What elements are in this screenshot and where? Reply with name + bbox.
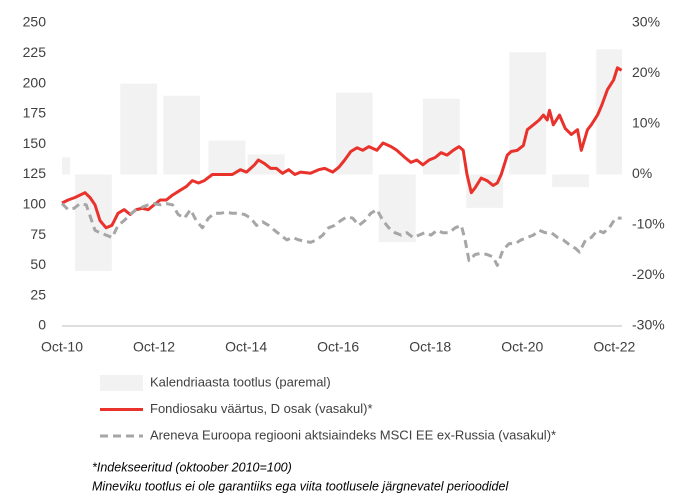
x-tick-label: Oct-22 (593, 339, 635, 355)
legend-swatch (100, 375, 143, 391)
legend-label: Fondiosaku väärtus, D osak (vasakul)* (150, 401, 373, 416)
line (61, 66, 623, 230)
y-tick-label: 250 (23, 14, 47, 30)
y2-tick-label: -10% (632, 216, 665, 232)
bar (378, 174, 416, 243)
line (60, 202, 622, 267)
y-tick-label: 200 (23, 74, 47, 90)
legend-label: Kalendriaasta tootlus (paremal) (150, 374, 331, 389)
y-tick-label: 25 (30, 286, 46, 302)
y2-tick-label: -30% (632, 317, 665, 333)
y-tick-label: 225 (23, 44, 47, 60)
x-tick-label: Oct-18 (409, 339, 451, 355)
bar (75, 174, 112, 271)
x-tick-label: Oct-12 (133, 339, 175, 355)
bar (120, 83, 158, 175)
bar (422, 98, 460, 175)
y-tick-label: 50 (30, 256, 46, 272)
bar (509, 52, 547, 175)
x-tick-label: Oct-20 (501, 339, 543, 355)
footnote: *Indekseeritud (oktoober 2010=100) (92, 460, 292, 474)
legend-label: Areneva Euroopa regiooni aktsiaindeks MS… (150, 427, 556, 442)
bar (552, 174, 590, 188)
y-tick-label: 175 (23, 105, 47, 121)
x-tick-label: Oct-14 (225, 339, 267, 355)
y-tick-label: 125 (23, 165, 47, 181)
y2-tick-label: 30% (632, 14, 660, 30)
bar (335, 92, 373, 175)
x-tick-label: Oct-16 (317, 339, 359, 355)
y2-tick-label: 0% (632, 165, 652, 181)
y2-tick-label: -20% (632, 266, 665, 282)
bar (62, 157, 71, 175)
y-tick-label: 100 (23, 196, 47, 212)
y-tick-label: 75 (30, 226, 46, 242)
footnote: Mineviku tootlus ei ole garantiiks ega v… (92, 479, 509, 493)
y-tick-label: 0 (38, 317, 46, 333)
bar (163, 95, 201, 175)
y-tick-label: 150 (23, 135, 47, 151)
x-tick-label: Oct-10 (41, 339, 83, 355)
y2-tick-label: 10% (632, 115, 660, 131)
y2-tick-label: 20% (632, 64, 660, 80)
